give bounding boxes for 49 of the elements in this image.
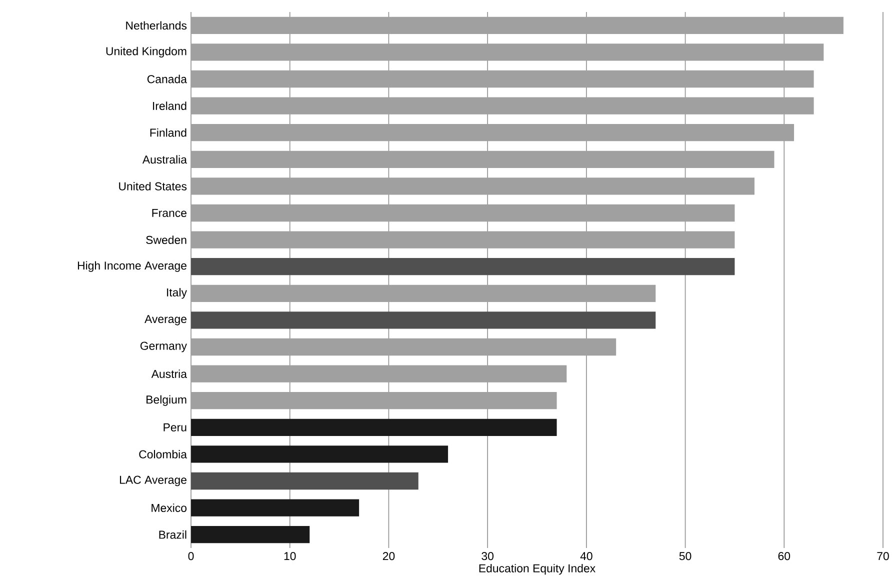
y-tick-label: Sweden xyxy=(146,236,186,244)
bar xyxy=(191,312,656,329)
y-tick-label: Germany xyxy=(140,342,187,352)
x-axis-title: Education Equity Index xyxy=(479,564,596,575)
y-tick-label: Belgium xyxy=(146,395,186,406)
bar xyxy=(191,365,567,382)
bar xyxy=(191,231,735,248)
y-tick-label: Canada xyxy=(147,74,187,84)
y-tick-label: Brazil xyxy=(159,530,186,539)
bar xyxy=(191,258,735,276)
y-tick-label: United Kingdom xyxy=(106,46,186,58)
bar xyxy=(191,392,557,410)
bar xyxy=(191,338,616,356)
y-tick-label: Ireland xyxy=(153,102,186,110)
x-tick-label: 50 xyxy=(679,552,692,560)
bar xyxy=(191,446,448,463)
bar xyxy=(191,124,794,142)
bar xyxy=(191,97,814,114)
bar xyxy=(191,204,735,222)
y-tick-label: Austria xyxy=(151,370,187,378)
x-tick-label: 70 xyxy=(877,552,889,560)
bar xyxy=(191,284,656,302)
y-tick-label: Mexico xyxy=(152,504,187,512)
x-tick-label: 10 xyxy=(284,552,296,560)
bar xyxy=(191,472,418,490)
y-tick-label: France xyxy=(152,209,186,217)
bar xyxy=(191,150,774,168)
bar xyxy=(191,178,754,195)
x-tick-label: 60 xyxy=(778,552,790,560)
y-tick-label: Italy xyxy=(167,288,187,299)
y-tick-label: Peru xyxy=(164,423,186,432)
x-tick-label: 30 xyxy=(482,552,494,560)
y-tick-label: Finland xyxy=(150,128,186,137)
bar xyxy=(191,44,824,61)
bar xyxy=(191,526,310,544)
bar xyxy=(191,70,814,88)
y-tick-label: Netherlands xyxy=(126,21,187,30)
y-tick-label: United States xyxy=(119,182,187,190)
y-tick-label: LAC Average xyxy=(120,476,186,486)
x-tick-label: 40 xyxy=(580,552,592,560)
y-tick-label: Average xyxy=(144,315,186,326)
x-tick-label: 20 xyxy=(382,552,395,560)
y-tick-label: Australia xyxy=(142,155,187,164)
x-tick-label: 0 xyxy=(188,552,194,560)
bar xyxy=(191,499,360,516)
y-tick-label: High Income Average xyxy=(78,261,186,272)
bar xyxy=(191,16,844,34)
bar xyxy=(191,418,557,436)
y-tick-label: Colombia xyxy=(139,450,187,458)
